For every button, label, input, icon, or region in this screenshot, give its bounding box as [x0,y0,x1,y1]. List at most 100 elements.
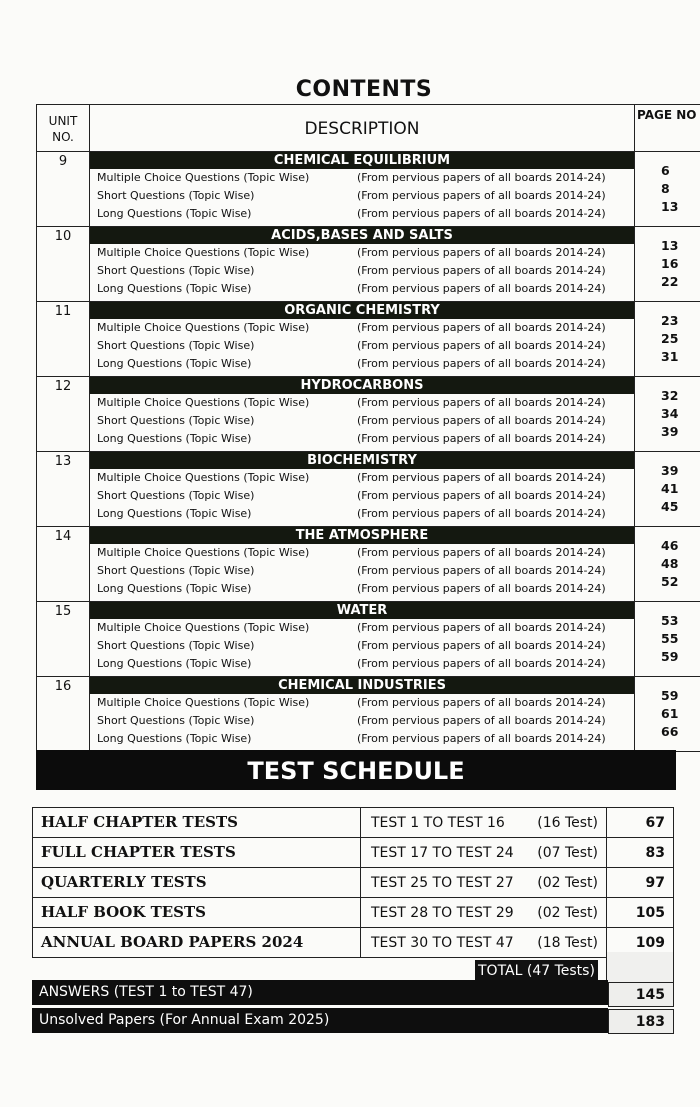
unit-title: ORGANIC CHEMISTRY [90,302,634,319]
unit-title: BIOCHEMISTRY [90,452,634,469]
table-row: ANNUAL BOARD PAPERS 2024 TEST 30 TO TEST… [32,927,674,958]
row-label: Short Questions (Topic Wise) [97,264,255,277]
row-label: Long Questions (Topic Wise) [97,432,252,445]
list-item: Long Questions (Topic Wise) (From perviou… [90,505,634,523]
page-number: 61 [661,706,679,721]
test-range: TEST 25 TO TEST 27 [371,875,514,891]
contents-title: CONTENTS [295,77,433,102]
unit-block: 14 THE ATMOSPHERE Multiple Choice Questio… [36,527,700,602]
page-number: 66 [661,724,679,739]
page-number: 59 [661,688,679,703]
test-range: TEST 17 TO TEST 24 [371,845,514,861]
page-number: 46 [661,538,679,553]
page-number: 41 [661,481,679,496]
unit-title: CHEMICAL INDUSTRIES [90,677,634,694]
row-label: Multiple Choice Questions (Topic Wise) [97,396,310,409]
page-number: 53 [661,613,679,628]
list-item: Long Questions (Topic Wise) (From perviou… [90,580,634,598]
row-source: (From pervious papers of all boards 2014… [357,507,606,520]
unit-block: 15 WATER Multiple Choice Questions (Topic… [36,602,700,677]
test-range: TEST 1 TO TEST 16 [371,815,505,831]
row-source: (From pervious papers of all boards 2014… [357,264,606,277]
unit-title: HYDROCARBONS [90,377,634,394]
list-item: Multiple Choice Questions (Topic Wise) (F… [90,244,634,262]
row-label: Long Questions (Topic Wise) [97,357,252,370]
row-source: (From pervious papers of all boards 2014… [357,396,606,409]
row-label: Short Questions (Topic Wise) [97,714,255,727]
row-source: (From pervious papers of all boards 2014… [357,657,606,670]
contents-header: UNIT NO. DESCRIPTION PAGE NO [36,105,700,152]
test-page: 97 [606,868,674,897]
list-item: Multiple Choice Questions (Topic Wise) (F… [90,169,634,187]
row-label: Short Questions (Topic Wise) [97,189,255,202]
unit-number: 12 [36,377,90,451]
page-number: 13 [661,238,679,253]
unsolved-page: 183 [608,1009,674,1034]
row-label: Multiple Choice Questions (Topic Wise) [97,246,310,259]
page-number: 59 [661,649,679,664]
row-source: (From pervious papers of all boards 2014… [357,471,606,484]
test-name: FULL CHAPTER TESTS [32,838,360,867]
row-label: Short Questions (Topic Wise) [97,564,255,577]
page-number: 22 [661,274,679,289]
row-label: Multiple Choice Questions (Topic Wise) [97,321,310,334]
unit-title: CHEMICAL EQUILIBRIUM [90,152,634,169]
unit-block: 12 HYDROCARBONS Multiple Choice Questions… [36,377,700,452]
unit-title: ACIDS,BASES AND SALTS [90,227,634,244]
list-item: Multiple Choice Questions (Topic Wise) (F… [90,319,634,337]
row-source: (From pervious papers of all boards 2014… [357,621,606,634]
unit-number: 13 [36,452,90,526]
row-label: Short Questions (Topic Wise) [97,414,255,427]
test-range: TEST 30 TO TEST 47 [371,935,514,951]
list-item: Long Questions (Topic Wise) (From perviou… [90,730,634,748]
row-source: (From pervious papers of all boards 2014… [357,582,606,595]
row-source: (From pervious papers of all boards 2014… [357,432,606,445]
row-source: (From pervious papers of all boards 2014… [357,732,606,745]
list-item: Long Questions (Topic Wise) (From perviou… [90,355,634,373]
row-label: Multiple Choice Questions (Topic Wise) [97,546,310,559]
page-number: 25 [661,331,679,346]
unit-header: UNIT NO. [36,105,90,151]
row-label: Short Questions (Topic Wise) [97,639,255,652]
page-number: 23 [661,313,679,328]
row-label: Multiple Choice Questions (Topic Wise) [97,621,310,634]
page-number: 48 [661,556,679,571]
table-row: QUARTERLY TESTS TEST 25 TO TEST 27 (02 Te… [32,867,674,897]
description-header: DESCRIPTION [304,119,420,139]
list-item: Short Questions (Topic Wise) (From pervio… [90,487,634,505]
row-source: (From pervious papers of all boards 2014… [357,714,606,727]
test-page: 105 [606,898,674,927]
row-label: Long Questions (Topic Wise) [97,732,252,745]
table-row: HALF CHAPTER TESTS TEST 1 TO TEST 16 (16 … [32,807,674,837]
list-item: Multiple Choice Questions (Topic Wise) (F… [90,469,634,487]
answers-page: 145 [608,982,674,1007]
row-source: (From pervious papers of all boards 2014… [357,282,606,295]
row-label: Long Questions (Topic Wise) [97,657,252,670]
row-source: (From pervious papers of all boards 2014… [357,189,606,202]
row-source: (From pervious papers of all boards 2014… [357,246,606,259]
unit-number: 9 [36,152,90,226]
test-schedule-table: HALF CHAPTER TESTS TEST 1 TO TEST 16 (16 … [32,807,674,958]
row-label: Multiple Choice Questions (Topic Wise) [97,171,310,184]
unsolved-row: Unsolved Papers (For Annual Exam 2025) [32,1008,608,1033]
unit-block: 11 ORGANIC CHEMISTRY Multiple Choice Ques… [36,302,700,377]
unit-number: 14 [36,527,90,601]
page-number: 52 [661,574,679,589]
test-count: (07 Test) [537,845,598,861]
unit-number: 10 [36,227,90,301]
list-item: Short Questions (Topic Wise) (From pervio… [90,337,634,355]
list-item: Short Questions (Topic Wise) (From pervio… [90,187,634,205]
row-source: (From pervious papers of all boards 2014… [357,171,606,184]
unit-block: 13 BIOCHEMISTRY Multiple Choice Questions… [36,452,700,527]
list-item: Multiple Choice Questions (Topic Wise) (F… [90,394,634,412]
unit-block: 16 CHEMICAL INDUSTRIES Multiple Choice Qu… [36,677,700,752]
page-number: 34 [661,406,679,421]
list-item: Short Questions (Topic Wise) (From pervio… [90,262,634,280]
list-item: Multiple Choice Questions (Topic Wise) (F… [90,619,634,637]
test-count: (02 Test) [537,875,598,891]
page-number: 8 [661,181,670,196]
page-number: 55 [661,631,679,646]
row-label: Multiple Choice Questions (Topic Wise) [97,471,310,484]
row-source: (From pervious papers of all boards 2014… [357,564,606,577]
